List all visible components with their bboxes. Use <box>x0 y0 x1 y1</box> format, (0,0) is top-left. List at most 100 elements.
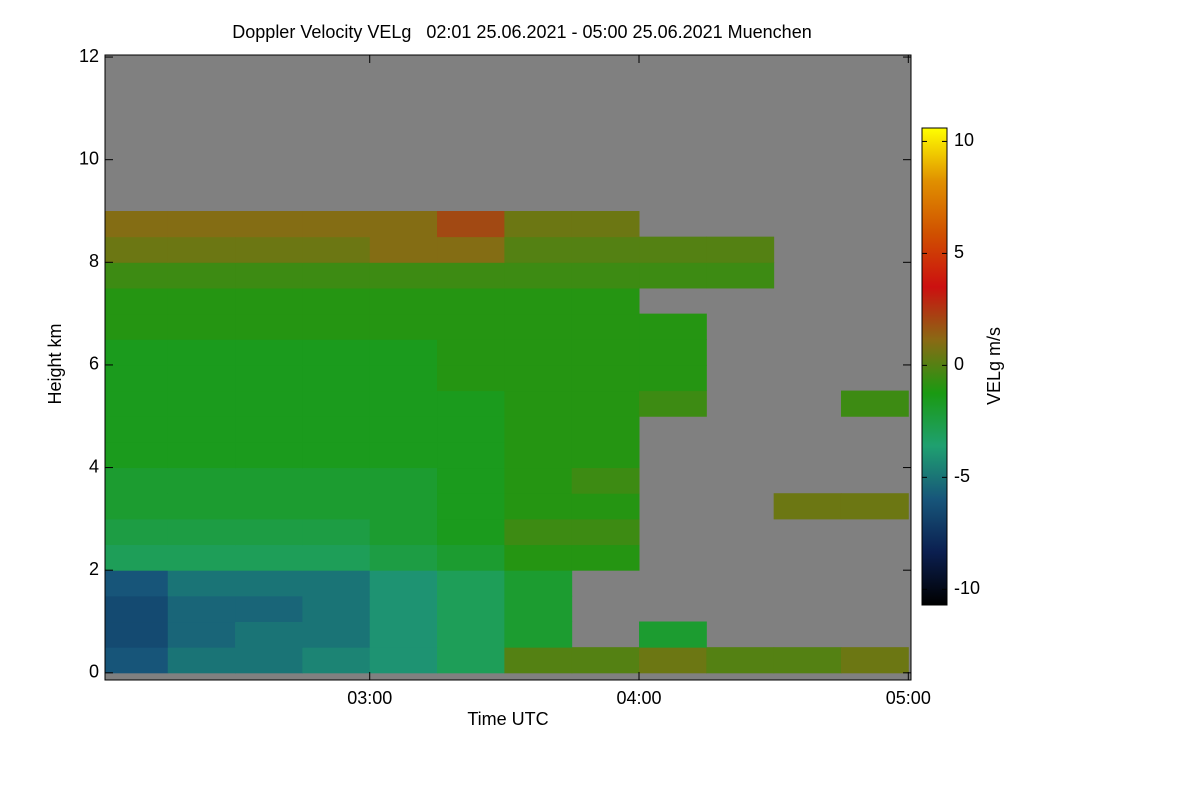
heatmap-cell <box>235 518 303 546</box>
heatmap-cell <box>167 390 236 417</box>
heatmap-cell <box>105 287 169 315</box>
heatmap-cell <box>706 236 775 263</box>
heatmap-cell <box>105 570 169 597</box>
heatmap-cell <box>105 467 169 494</box>
y-tick-label: 10 <box>79 148 99 168</box>
heatmap-cell <box>571 441 640 469</box>
heatmap-cell <box>105 544 169 571</box>
heatmap-cell <box>235 262 303 289</box>
heatmap-cell <box>302 339 371 366</box>
heatmap-cell <box>235 595 303 623</box>
heatmap-cell <box>235 210 303 238</box>
heatmap-cell <box>167 621 236 648</box>
heatmap-cell <box>504 339 573 366</box>
heatmap-cell <box>437 441 505 469</box>
heatmap-cell <box>437 262 505 289</box>
y-tick-label: 0 <box>89 662 99 682</box>
heatmap-cell <box>235 467 303 494</box>
heatmap-cell <box>571 339 640 366</box>
heatmap-cell <box>302 441 371 469</box>
heatmap-cell <box>571 493 640 520</box>
heatmap-cell <box>437 210 505 238</box>
heatmap-cell <box>504 210 573 238</box>
y-tick-label: 12 <box>79 46 99 66</box>
heatmap-cell <box>369 441 438 469</box>
heatmap-cell <box>235 236 303 263</box>
heatmap-cell <box>639 339 707 366</box>
heatmap-cell <box>437 339 505 366</box>
heatmap-cell <box>369 416 438 443</box>
heatmap-cell <box>437 493 505 520</box>
heatmap-cell <box>437 570 505 597</box>
heatmap-cell <box>105 441 169 469</box>
heatmap-cell <box>571 647 640 674</box>
heatmap-cell <box>302 262 371 289</box>
heatmap-cell <box>437 313 505 340</box>
heatmap-cell <box>167 595 236 623</box>
heatmap-cell <box>235 544 303 571</box>
heatmap-cell <box>571 390 640 417</box>
colorbar-label: VELg m/s <box>984 327 1004 405</box>
heatmap-cell <box>437 364 505 392</box>
heatmap-cell <box>302 416 371 443</box>
heatmap-cell <box>167 441 236 469</box>
heatmap-cell <box>105 647 169 674</box>
heatmap-cell <box>504 313 573 340</box>
heatmap-cell <box>639 313 707 340</box>
heatmap-cell <box>369 595 438 623</box>
heatmap-cell <box>235 339 303 366</box>
heatmap-cell <box>302 467 371 494</box>
heatmap-cell <box>302 236 371 263</box>
heatmap-cell <box>504 441 573 469</box>
colorbar <box>921 127 948 606</box>
y-tick-label: 6 <box>89 354 99 374</box>
heatmap-cell <box>504 647 573 674</box>
heatmap-cell <box>773 493 842 520</box>
heatmap-cell <box>504 390 573 417</box>
heatmap-cell <box>235 416 303 443</box>
heatmap-cell <box>369 544 438 571</box>
heatmap-cell <box>706 262 775 289</box>
heatmap-cell <box>437 416 505 443</box>
heatmap-cell <box>167 518 236 546</box>
heatmap-cell <box>302 544 371 571</box>
heatmap-cell <box>840 493 909 520</box>
heatmap-cell <box>639 236 707 263</box>
heatmap-cell <box>167 647 236 674</box>
heatmap-cell <box>639 647 707 674</box>
heatmap-cell <box>369 467 438 494</box>
heatmap-cell <box>504 287 573 315</box>
heatmap-cell <box>437 287 505 315</box>
heatmap-cell <box>167 493 236 520</box>
heatmap-cell <box>504 570 573 597</box>
heatmap-cell <box>235 621 303 648</box>
heatmap-cell <box>369 518 438 546</box>
heatmap-cell <box>235 287 303 315</box>
colorbar-tick-label: -10 <box>954 578 980 598</box>
heatmap-cell <box>302 570 371 597</box>
heatmap-cell <box>639 364 707 392</box>
heatmap-cell <box>639 390 707 417</box>
heatmap-cell <box>437 236 505 263</box>
heatmap-cell <box>167 287 236 315</box>
heatmap-cell <box>167 236 236 263</box>
heatmap-cell <box>369 570 438 597</box>
heatmap-cell <box>504 621 573 648</box>
heatmap-cell <box>105 339 169 366</box>
heatmap <box>105 55 911 680</box>
heatmap-cell <box>437 544 505 571</box>
heatmap-cell <box>167 570 236 597</box>
heatmap-cell <box>571 364 640 392</box>
heatmap-cell <box>235 647 303 674</box>
heatmap-cell <box>571 518 640 546</box>
heatmap-cell <box>302 210 371 238</box>
heatmap-cell <box>437 518 505 546</box>
heatmap-cell <box>105 416 169 443</box>
heatmap-cell <box>105 210 169 238</box>
heatmap-cell <box>167 313 236 340</box>
heatmap-cell <box>571 544 640 571</box>
heatmap-cell <box>639 262 707 289</box>
heatmap-cell <box>504 236 573 263</box>
heatmap-cell <box>302 647 371 674</box>
heatmap-cell <box>105 236 169 263</box>
